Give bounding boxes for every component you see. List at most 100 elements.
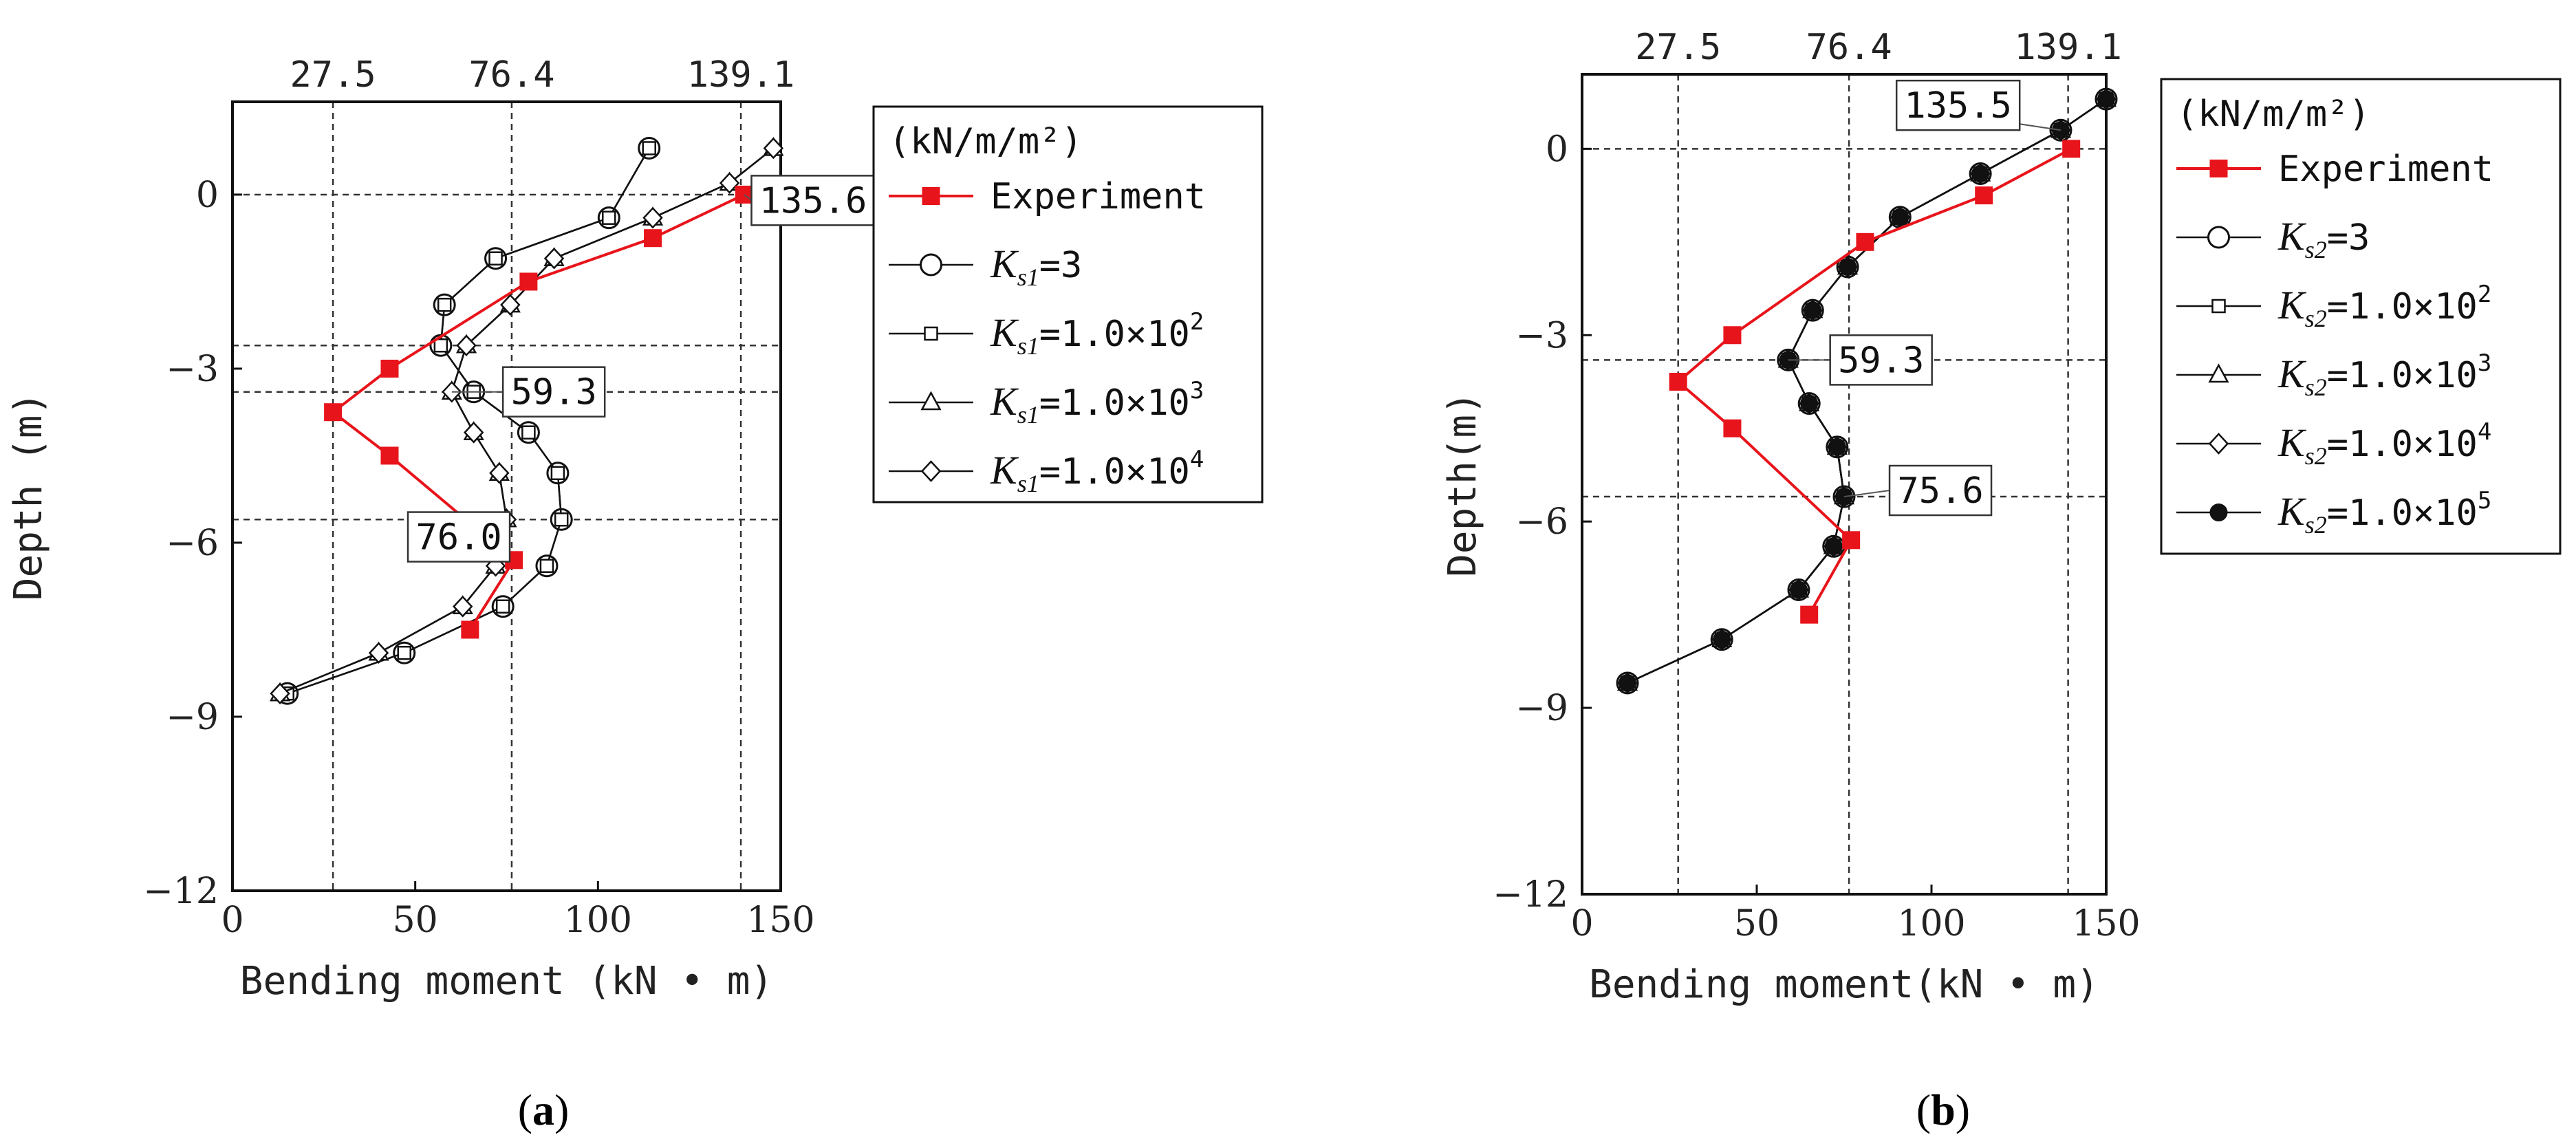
legend-label-4: Ks1=1.0×104 xyxy=(990,446,1204,497)
series-line-4 xyxy=(1627,98,2107,684)
x-tick-label: 50 xyxy=(1734,903,1779,944)
legend-label-0: Experiment xyxy=(2278,149,2493,190)
y-tick-label: −9 xyxy=(166,697,219,738)
series-line-5 xyxy=(1627,98,2107,684)
y-tick-label: −12 xyxy=(143,871,219,912)
marker-diamond-4-8 xyxy=(489,462,510,484)
callout-leader xyxy=(1843,490,1890,498)
callout-label: 76.0 xyxy=(415,517,501,559)
marker-square-0-5 xyxy=(1723,419,1742,437)
legend-title: (kN/m/m²) xyxy=(2176,94,2370,135)
legend-label-1: Ks1=3 xyxy=(990,241,1082,291)
series-line-3 xyxy=(279,147,775,695)
marker-square-0-0 xyxy=(2062,140,2081,158)
marker-diamond-4-legend xyxy=(2208,433,2229,455)
legend-box xyxy=(872,105,1264,503)
callout-box xyxy=(750,175,876,226)
x-tick-label: 150 xyxy=(2072,903,2140,944)
callout-box xyxy=(1829,334,1933,386)
marker-dot-5-13 xyxy=(1619,673,1637,692)
chart-panel-a: 27.5 76.4 139.1 0 50 100 150 0 −3 −6 −9 −12 Bending … xyxy=(6,54,1264,1134)
marker-square-0-1 xyxy=(1975,186,1993,205)
y-tick-label: −12 xyxy=(1493,874,1568,916)
top-tick-label: 76.4 xyxy=(468,54,554,96)
marker-square-open-2-8 xyxy=(554,512,569,527)
marker-square-0-3 xyxy=(1723,326,1742,345)
marker-square-0-7 xyxy=(1800,605,1819,624)
series-line-3 xyxy=(1627,98,2107,684)
marker-diamond-4-2 xyxy=(642,206,663,229)
marker-square-open-2-1 xyxy=(602,210,616,225)
legend-title: (kN/m/m²) xyxy=(889,121,1083,162)
y-tick-label: −6 xyxy=(166,523,219,564)
x-axis-label: Bending moment(kN • m) xyxy=(1589,962,2099,1007)
series-line-2 xyxy=(1627,98,2107,684)
legend-label-3: Ks1=1.0×103 xyxy=(990,377,1204,429)
marker-diamond-4-13 xyxy=(270,682,290,705)
plot-frame xyxy=(231,100,782,892)
callout-label: 75.6 xyxy=(1897,470,1983,512)
marker-diamond-4-3 xyxy=(543,247,565,270)
marker-dot-5-legend xyxy=(2209,503,2228,521)
marker-square-open-2-11 xyxy=(397,645,411,660)
top-tick-label: 76.4 xyxy=(1806,27,1892,68)
series-4 xyxy=(270,137,784,705)
y-axis-label: Depth(m) xyxy=(1440,391,1485,577)
y-axis-label: Depth (m) xyxy=(6,392,51,600)
legend: (kN/m/m²) Experiment Ks2=3 Ks2=1.0×102 Ks2=1… xyxy=(2160,78,2562,555)
panel-label: (b) xyxy=(1916,1085,1970,1134)
marker-square-0-4 xyxy=(1669,373,1687,391)
marker-square-0-2 xyxy=(519,272,538,291)
marker-square-open-2-10 xyxy=(495,599,510,614)
marker-dot-5-12 xyxy=(1713,630,1731,649)
marker-square-open-2-0 xyxy=(642,141,656,155)
top-tick-label: 139.1 xyxy=(687,54,795,96)
series-2 xyxy=(1620,91,2114,691)
marker-square-0-1 xyxy=(644,229,662,248)
marker-dot-5-3 xyxy=(1891,208,1909,226)
marker-square-0-7 xyxy=(461,620,479,639)
callout-box xyxy=(407,511,511,563)
series-3 xyxy=(1616,87,2117,691)
marker-square-0-legend xyxy=(922,187,940,205)
legend-label-2: Ks2=1.0×102 xyxy=(2277,281,2491,332)
y-tick-label: 0 xyxy=(1546,129,1568,170)
marker-square-open-2-2 xyxy=(488,251,503,266)
series-5 xyxy=(1619,90,2115,692)
y-tick-label: −9 xyxy=(1515,688,1568,729)
marker-circle-1-legend xyxy=(920,253,942,277)
marker-dot-5-11 xyxy=(1789,581,1808,599)
x-tick-label: 0 xyxy=(221,900,243,941)
top-tick-label: 27.5 xyxy=(290,54,376,96)
marker-square-0-3 xyxy=(380,359,399,378)
series-3 xyxy=(269,136,784,702)
callout-box xyxy=(1895,79,2021,131)
marker-diamond-4-1 xyxy=(719,172,740,194)
series-0 xyxy=(324,185,753,639)
plot-frame xyxy=(1581,73,2108,896)
marker-dot-5-10 xyxy=(1824,537,1843,556)
marker-square-0-5 xyxy=(380,446,399,465)
marker-triangle-3-legend xyxy=(2208,363,2229,383)
marker-square-0-6 xyxy=(1842,531,1861,550)
marker-circle-1-legend xyxy=(2207,226,2230,249)
series-line-4 xyxy=(279,147,775,695)
legend-label-3: Ks2=1.0×103 xyxy=(2277,349,2491,401)
marker-dot-5-4 xyxy=(1839,257,1857,276)
y-tick-label: −3 xyxy=(166,349,219,390)
callout-label: 59.3 xyxy=(511,372,597,413)
x-tick-label: 100 xyxy=(564,900,632,941)
marker-diamond-4-12 xyxy=(368,642,389,664)
top-tick-label: 27.5 xyxy=(1635,27,1721,68)
y-tick-label: 0 xyxy=(196,175,219,216)
marker-square-open-2-legend xyxy=(924,326,938,341)
legend: (kN/m/m²) Experiment Ks1=3 Ks1=1.0×102 Ks1=1… xyxy=(872,105,1264,503)
marker-square-open-2-legend xyxy=(2211,299,2226,314)
marker-dot-5-7 xyxy=(1800,394,1819,413)
marker-square-open-2-7 xyxy=(550,466,565,481)
marker-diamond-4-0 xyxy=(763,137,784,160)
legend-label-0: Experiment xyxy=(991,176,1206,217)
marker-square-0-2 xyxy=(1856,232,1874,251)
legend-label-4: Ks2=1.0×104 xyxy=(2277,418,2491,470)
